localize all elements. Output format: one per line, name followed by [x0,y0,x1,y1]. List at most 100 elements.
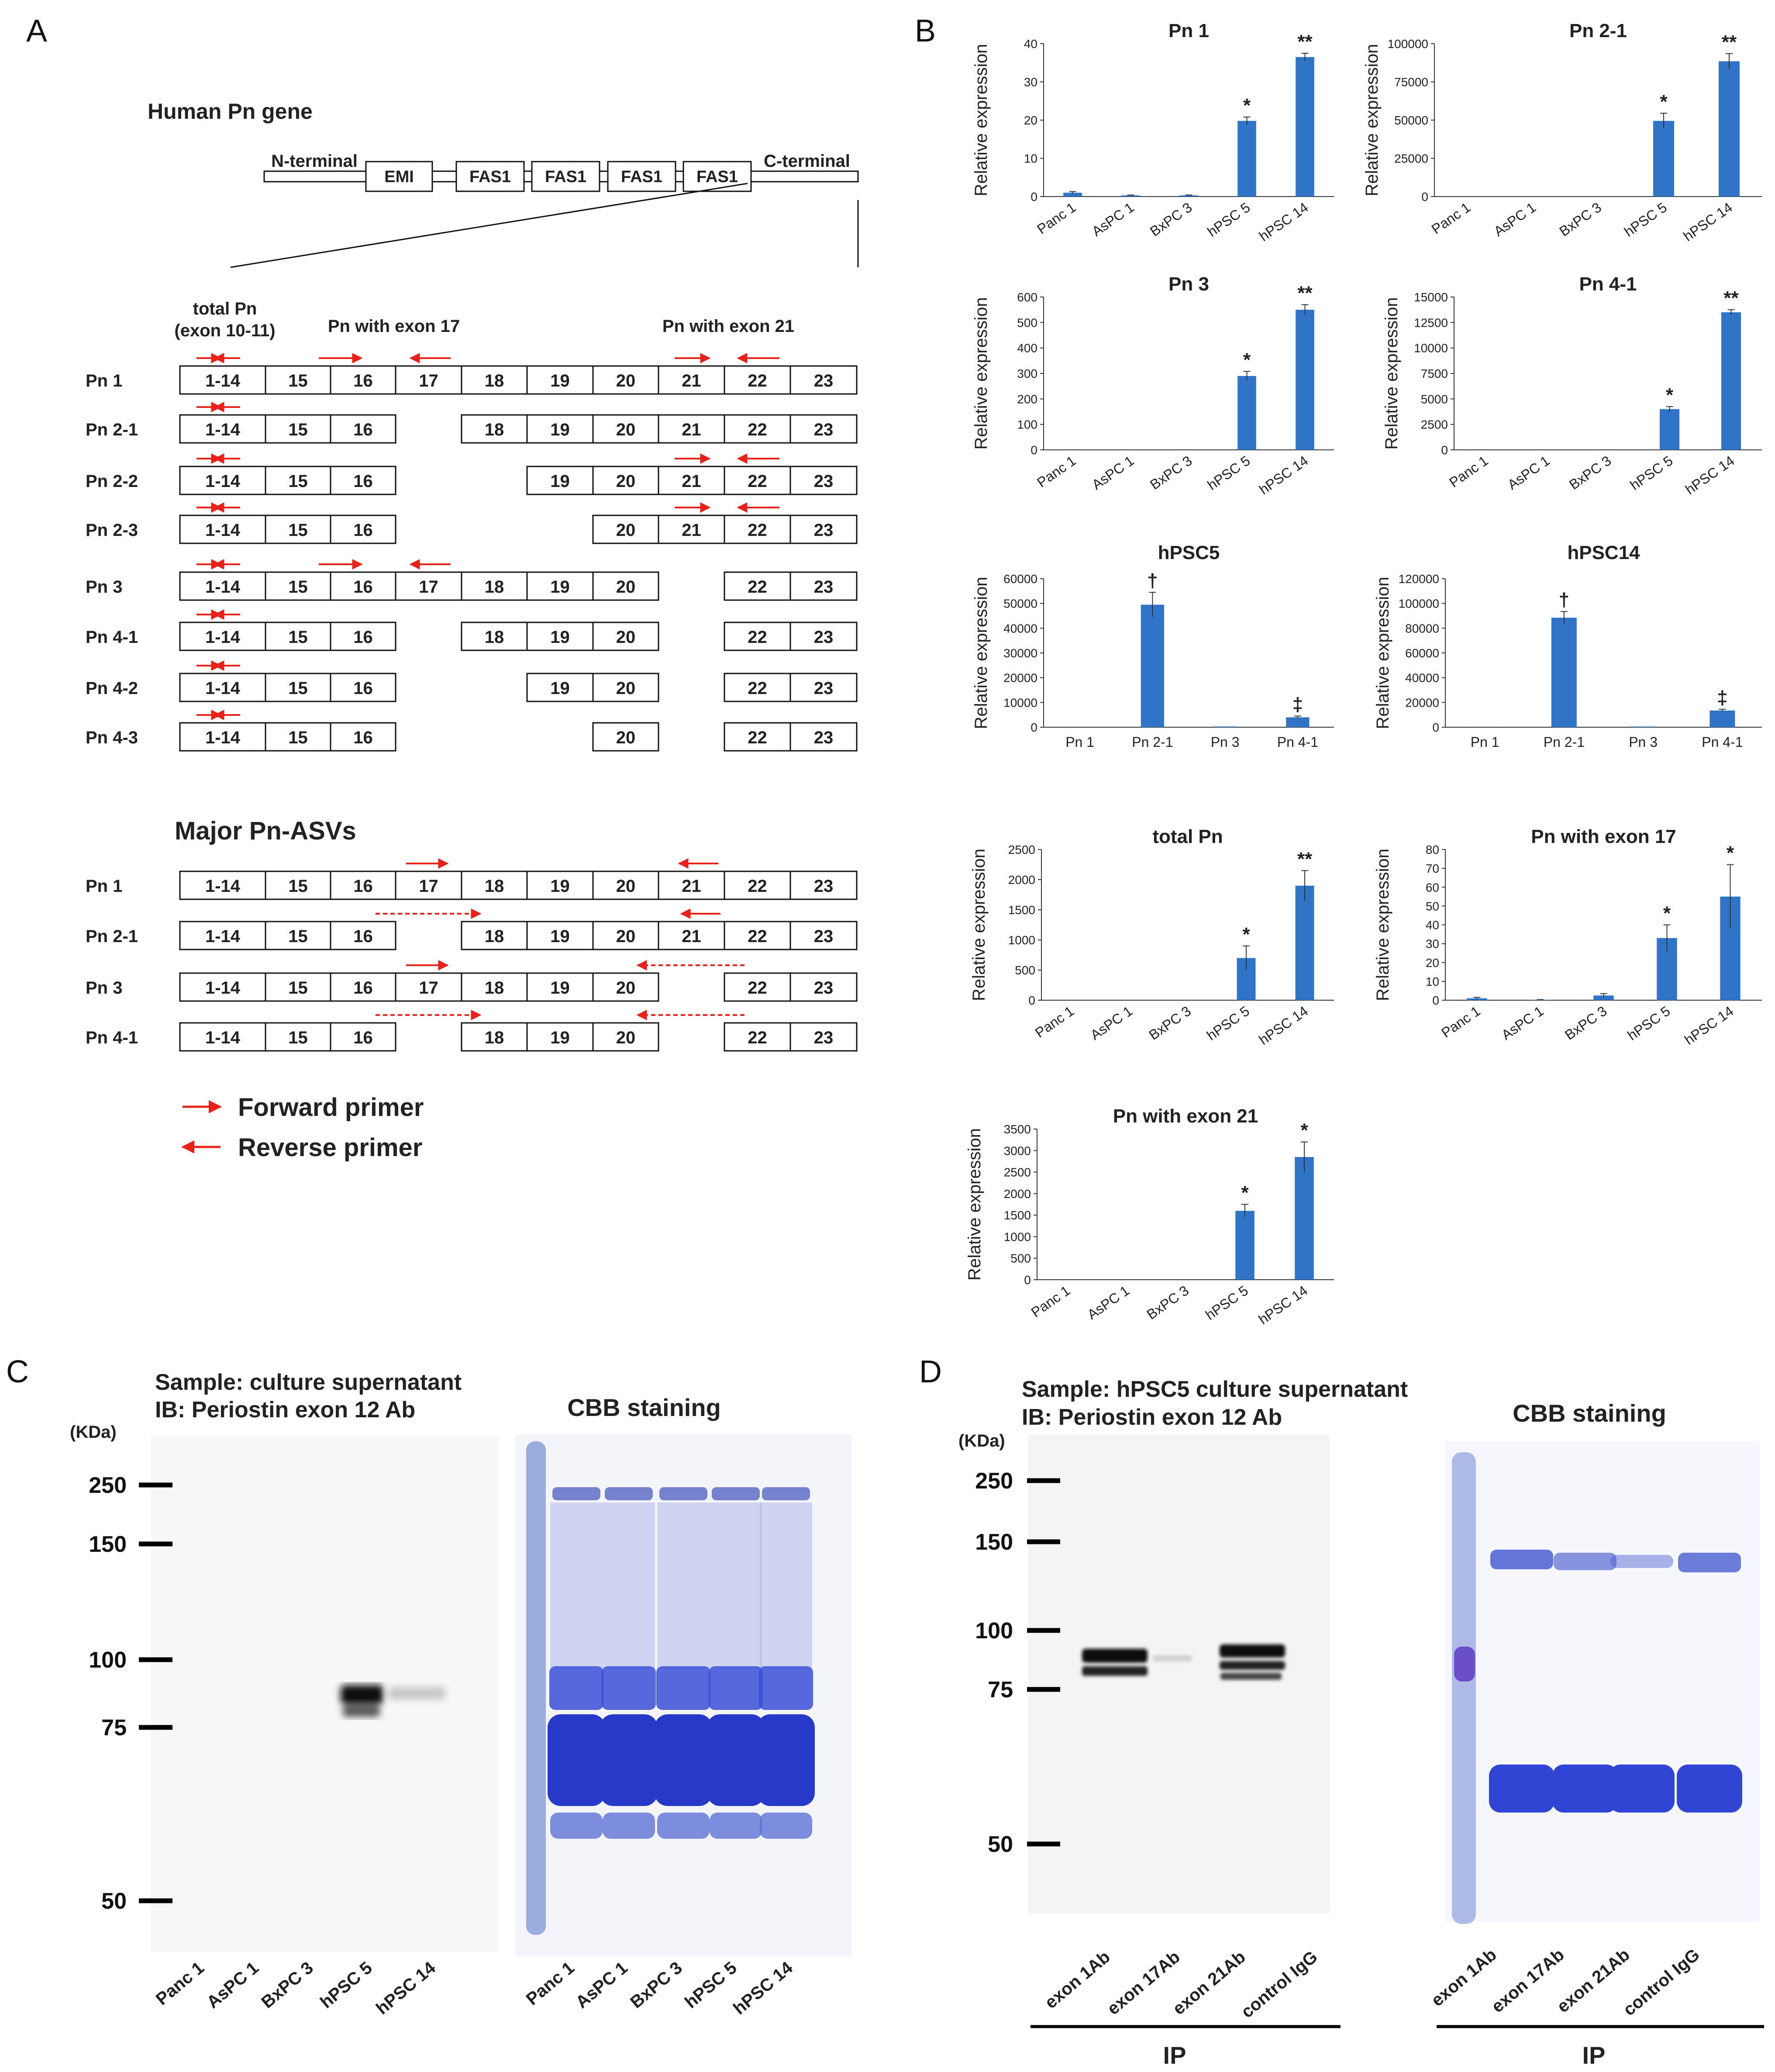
panel-label-a: A [26,14,47,48]
lane-label: exon 17Ab [1488,1945,1568,2017]
significance-marker: * [1242,924,1250,945]
cbb-band-low [710,1813,762,1839]
exon-box [265,1022,331,1052]
exon-box [724,365,791,395]
domain-box [682,161,752,192]
exon-label: 22 [748,420,767,439]
category-label: AsPC 1 [1088,1003,1136,1043]
cbb-band-top [552,1487,600,1500]
exon-label: 21 [682,877,701,896]
y-tick-label: 20 [1426,956,1439,970]
significance-marker: ** [1723,287,1739,309]
category-label: Panc 1 [1034,452,1079,490]
d-cbb-title: CBB staining [1513,1399,1666,1427]
header-exon21: Pn with exon 21 [662,317,794,336]
exon-box [789,365,858,395]
category-label: BxPC 3 [1562,1003,1610,1043]
major-asv-diagram: Pn 1 1-14 15 16 17 18 19 20 21 22 23 Pn 2-1 1-14 15 16… [86,858,858,1052]
exon-label: 20 [616,877,636,896]
exon-label: 21 [682,521,701,540]
exon-box [724,722,791,752]
mw-marker-label: 50 [101,1889,127,1914]
category-label: Pn 3 [1629,734,1658,750]
y-tick-label: 1500 [1008,903,1035,917]
exon-label: 20 [616,1028,636,1047]
exon-label: 19 [550,927,570,946]
exon-box [526,921,594,950]
exon-box [789,515,858,544]
exon-label: 1-14 [205,420,241,439]
exon-label: 22 [748,927,767,946]
exon-box [526,622,594,651]
category-label: BxPC 3 [1566,452,1614,493]
d-band-exon21-mid [1220,1661,1285,1670]
exon-label: 15 [288,1028,308,1047]
y-tick-label: 100 [1017,418,1037,432]
d-western-blot [1028,1435,1330,1913]
exon-box [330,722,396,752]
domain-box [455,161,525,192]
c-western-blot [151,1437,498,1952]
exon-box [592,466,659,495]
mw-marker-label: 75 [988,1677,1013,1702]
exon-box [395,365,462,395]
chart-title: Pn 1 [1168,20,1209,41]
exon-label: 16 [353,521,373,540]
exon-label: 18 [485,420,504,439]
significance-marker: ** [1722,31,1737,53]
bar [1295,885,1314,1000]
exon-box [789,673,858,702]
chart-8: Pn with exon 21 0 500 1000 1500 2000 2500 3000 3… [965,1105,1334,1327]
y-tick-label: 10 [1024,152,1037,166]
isoform-diagram: Pn 1 1-14 15 16 17 18 19 20 21 22 23 Pn 2-1 1-14 15 16… [86,353,858,752]
y-tick-label: 0 [1031,443,1037,457]
exon-box [395,571,462,601]
cbb-band-mid [549,1666,603,1710]
y-tick-label: 500 [1017,316,1037,329]
y-tick-label: 20000 [1405,696,1439,709]
exon-label: 20 [616,577,636,597]
bar [1295,1157,1314,1280]
cbb-band-low [550,1813,603,1839]
exon-box [526,466,594,495]
cbb-band-major [707,1714,765,1806]
exon-label: 20 [616,728,636,747]
significance-marker: † [1559,589,1569,611]
cbb-light-chain [1677,1765,1742,1813]
exon-box [179,622,266,651]
category-label: Panc 1 [1429,199,1473,237]
exon-box [461,921,528,950]
isoform-name: Pn 2-2 [86,472,138,491]
mw-marker-label: 150 [975,1530,1013,1555]
exon-label: 1-14 [205,728,241,747]
exon-label: 18 [485,927,504,946]
significance-marker: * [1666,384,1674,406]
exon-box [724,622,791,651]
cbb-light-chain [1489,1765,1554,1813]
exon-label: 15 [288,371,308,390]
bar [1121,195,1140,197]
isoform-name: Pn 4-1 [86,628,138,647]
chart-6: total Pn 0 500 1000 1500 2000 2500 Relative exp… [969,826,1334,1048]
exon-box [461,414,528,444]
header-total-pn-exons: (exon 10-11) [174,321,275,340]
exon-box [789,571,858,601]
c-band-hpsc5-main [341,1685,383,1704]
y-tick-label: 10 [1426,975,1439,988]
significance-marker: ** [1297,848,1313,870]
exon-box [461,972,528,1002]
exon-label: 1-14 [205,679,241,698]
isoform-name: Pn 3 [86,577,122,597]
y-tick-label: 10000 [1003,696,1037,709]
exon-box [592,972,659,1002]
cbb-light-chain [1609,1765,1675,1813]
y-tick-label: 3000 [1004,1144,1031,1157]
d-band-exon1-upper [1082,1649,1148,1663]
exon-label: 15 [288,978,308,998]
y-tick-label: 500 [1010,1252,1031,1265]
d-band-exon17 [1153,1655,1192,1661]
y-tick-label: 60000 [1003,572,1037,586]
y-tick-label: 60000 [1405,646,1439,660]
exon-label: 23 [814,877,834,896]
